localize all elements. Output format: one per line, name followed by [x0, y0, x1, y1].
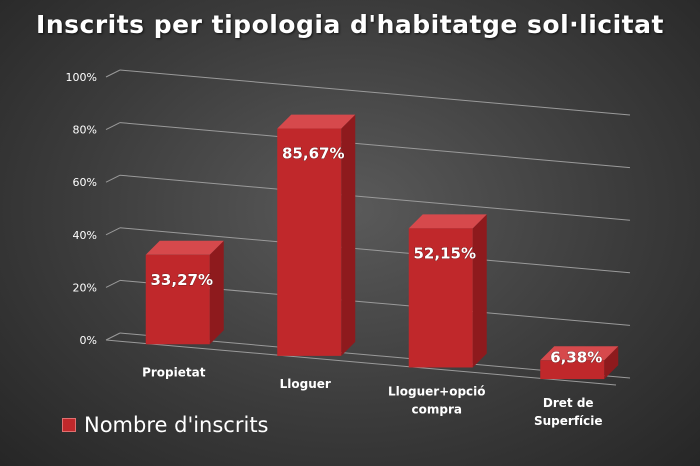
y-tick-label: 0%	[80, 334, 97, 347]
bar-top	[540, 346, 619, 361]
chart-title: Inscrits per tipologia d'habitatge sol·l…	[36, 10, 664, 39]
data-label: 52,15%	[414, 244, 476, 262]
bar	[277, 128, 342, 356]
bar-top	[145, 240, 224, 255]
gridline-side	[105, 279, 121, 288]
gridline	[119, 227, 631, 274]
category-label: Lloguer+opció compra	[388, 384, 486, 416]
data-label: 33,27%	[151, 271, 213, 289]
y-tick-label: 60%	[73, 176, 97, 189]
y-tick-label: 40%	[73, 229, 97, 242]
gridline	[119, 69, 631, 116]
bar-side	[209, 240, 224, 345]
gridline-side	[105, 227, 121, 236]
floor-edge	[105, 339, 617, 386]
gridline-side	[105, 174, 121, 183]
category-label: Dret de Superfície	[534, 396, 603, 428]
data-label: 85,67%	[282, 145, 344, 163]
category-label: Lloguer	[280, 377, 331, 391]
bar-top	[277, 114, 356, 129]
gridline-side	[105, 332, 121, 341]
bar-side	[341, 114, 356, 356]
gridline-side	[105, 122, 121, 131]
bar-side	[472, 214, 487, 368]
legend-swatch	[62, 418, 76, 432]
legend: Nombre d'inscrits	[62, 413, 269, 437]
gridline	[119, 174, 631, 221]
bar	[145, 254, 210, 345]
legend-label: Nombre d'inscrits	[84, 413, 269, 437]
gridline-side	[105, 69, 121, 78]
data-label: 6,38%	[550, 348, 602, 366]
bar	[540, 360, 605, 380]
gridline	[119, 122, 631, 169]
bar	[408, 228, 473, 368]
bar-side	[604, 346, 619, 380]
y-tick-label: 100%	[66, 71, 97, 84]
y-tick-label: 80%	[73, 124, 97, 137]
category-label: Propietat	[142, 365, 206, 379]
bar-top	[408, 214, 487, 229]
y-tick-label: 20%	[73, 281, 97, 294]
